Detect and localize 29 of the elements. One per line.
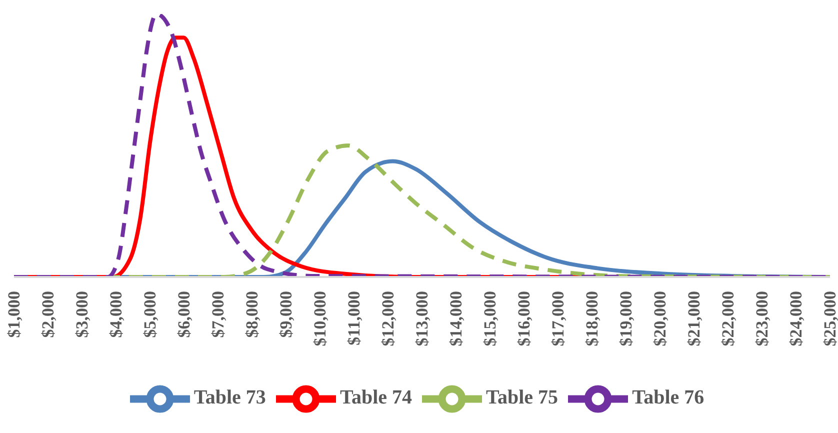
x-tick-label: $18,000	[582, 291, 602, 346]
legend-label: Table 75	[486, 386, 558, 409]
x-tick-label: $22,000	[718, 291, 738, 346]
legend-label: Table 73	[194, 386, 266, 409]
x-tick-label: $12,000	[378, 291, 398, 346]
x-tick-label: $20,000	[650, 291, 670, 346]
x-tick-label: $6,000	[174, 291, 194, 338]
x-tick-label: $15,000	[480, 291, 500, 346]
x-tick-label: $25,000	[820, 291, 838, 346]
legend-label: Table 76	[632, 386, 704, 409]
x-tick-label: $3,000	[72, 291, 92, 338]
x-tick-label: $13,000	[412, 291, 432, 346]
x-tick-label: $1,000	[4, 291, 24, 338]
x-tick-label: $17,000	[548, 291, 568, 346]
x-tick-label: $8,000	[242, 291, 262, 338]
x-tick-label: $7,000	[208, 291, 228, 338]
x-tick-label: $16,000	[514, 291, 534, 346]
x-tick-label: $19,000	[616, 291, 636, 346]
x-tick-label: $11,000	[344, 291, 364, 346]
x-tick-label: $2,000	[38, 291, 58, 338]
x-tick-label: $23,000	[752, 291, 772, 346]
x-tick-label: $9,000	[276, 291, 296, 338]
x-tick-label: $14,000	[446, 291, 466, 346]
x-tick-label: $21,000	[684, 291, 704, 346]
legend-label: Table 74	[340, 386, 412, 409]
x-tick-label: $5,000	[140, 291, 160, 338]
x-tick-label: $4,000	[106, 291, 126, 338]
x-tick-label: $10,000	[310, 291, 330, 346]
x-tick-label: $24,000	[786, 291, 806, 346]
